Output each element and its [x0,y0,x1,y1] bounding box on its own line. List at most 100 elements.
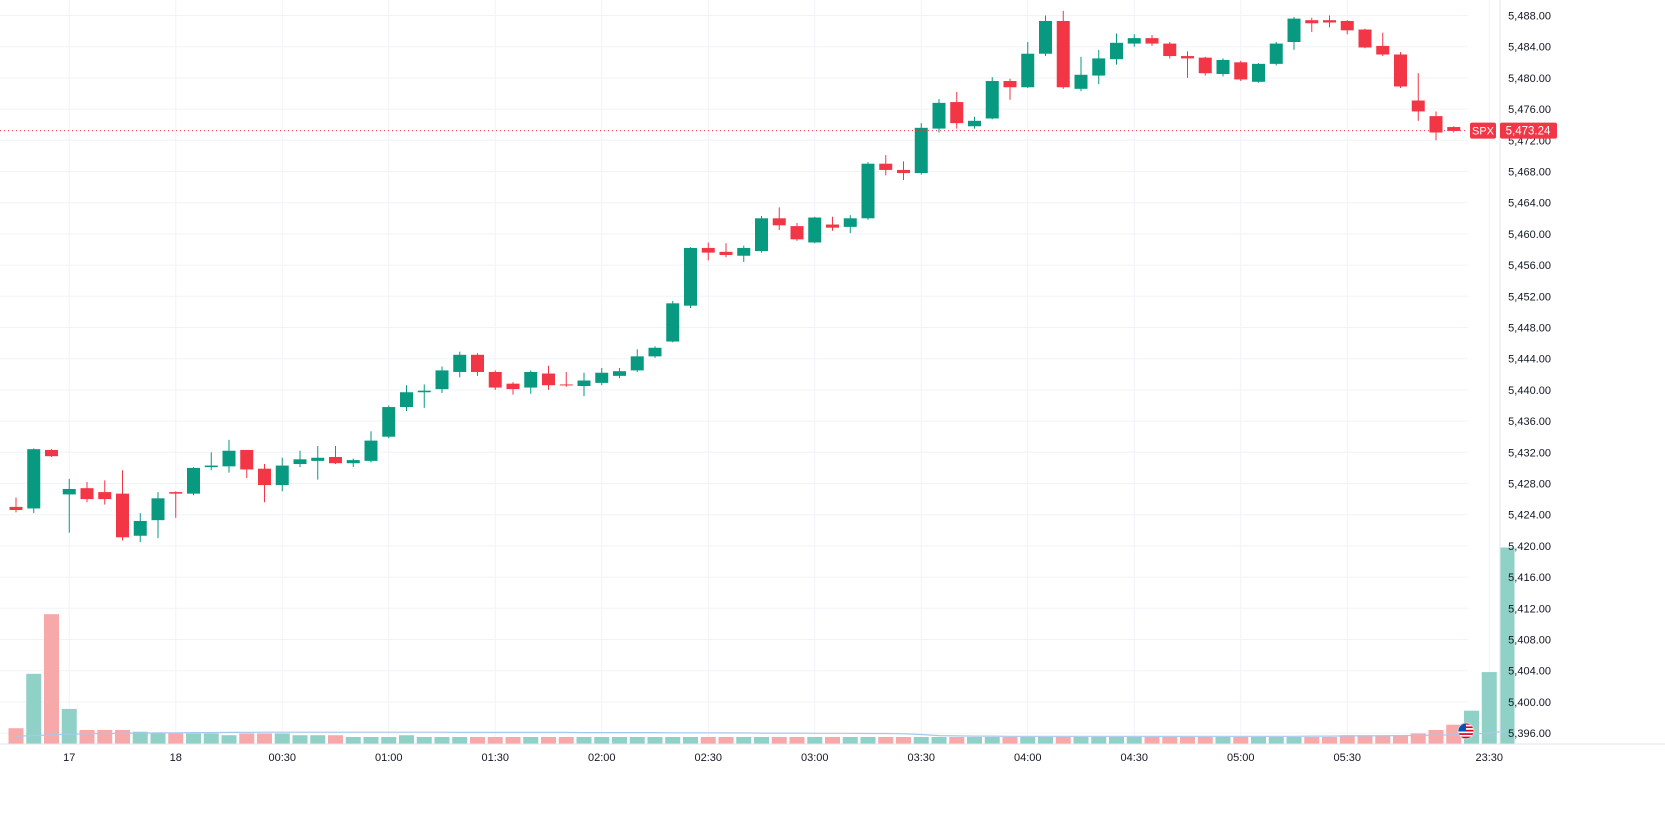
candle [382,405,396,439]
volume-bar [381,736,397,744]
volume-bar [8,728,24,744]
candle-body [311,457,325,461]
volume-bar [150,733,166,744]
candle-body [45,449,58,457]
volume-bar [1357,735,1373,744]
candle [808,216,822,244]
time-tick-label: 01:00 [375,752,403,764]
candle [719,243,733,258]
candle [435,366,449,394]
volume-bar [647,736,663,744]
candle [62,478,76,533]
candle-body [471,354,484,372]
candle-body [932,102,946,129]
candle [772,207,786,230]
candle-body [98,492,112,500]
candle-body [1216,59,1230,74]
candle-body [843,218,857,227]
volume-bar [878,736,894,744]
volume-bar [967,736,982,744]
volume-bar [665,736,681,744]
volume-bars [8,547,1515,744]
volume-bar [470,736,485,744]
candle [577,372,591,397]
time-axis[interactable]: 17 18 00:30 01:00 01:30 02:00 02:30 03:00 03:30 0… [0,743,1665,764]
volume-bar [452,736,468,744]
last-price-tag: SPX 5,473.24 [1470,122,1557,139]
candle [1429,111,1443,141]
volume-bar [771,736,787,744]
candle [1198,56,1212,76]
price-axis[interactable]: 5,396.00 5,400.00 5,404.00 5,408.00 5,412.00… [1499,0,1551,744]
candle [595,368,609,386]
volume-bar [1428,729,1444,744]
us-flag-icon[interactable] [1457,722,1475,740]
volume-bar [132,731,148,744]
candle-body [240,449,254,470]
candle [1376,32,1390,57]
volume-bar [44,614,59,744]
candle [684,247,697,308]
candle [169,491,183,518]
candle [1269,42,1283,66]
volume-bar [79,729,95,744]
candle [613,368,626,379]
volume-bar [115,729,130,744]
candle [453,351,467,378]
candle-body [524,371,538,388]
time-tick-label: 04:30 [1120,752,1148,764]
candle-body [435,370,449,390]
price-tick-label: 5,480.00 [1508,73,1551,85]
price-badge [1500,122,1557,139]
price-tick-label: 5,464.00 [1508,198,1551,210]
time-tick-label: 03:00 [801,752,829,764]
volume-bar [1109,736,1124,744]
price-tick-label: 5,396.00 [1508,728,1551,740]
candle-body [755,218,768,252]
volume-bar [310,735,326,744]
price-tick-label: 5,408.00 [1508,635,1551,647]
volume-bar [1197,736,1213,744]
candle-body [1056,20,1070,88]
candle-body [968,120,981,127]
candle [27,448,41,514]
price-tick-label: 5,456.00 [1508,260,1551,272]
volume-bar [1233,736,1249,744]
volume-bar [842,736,858,744]
candle [1394,52,1407,89]
candle [1340,20,1354,35]
candle [1216,58,1230,77]
price-tick-label: 5,476.00 [1508,104,1551,116]
price-tick-label: 5,428.00 [1508,479,1551,491]
volume-bar [505,736,521,744]
volume-bar [1180,736,1195,744]
candle-body [1447,127,1461,131]
candle [1163,42,1177,59]
candle-body [826,224,839,228]
symbol-label: SPX [1472,126,1495,138]
candles [9,10,1461,542]
candle [1252,63,1265,83]
candle [1074,56,1088,92]
candle [204,452,218,471]
time-tick-label: 04:00 [1014,752,1042,764]
volume-bar [1393,735,1408,744]
candle [258,464,271,503]
candle [417,384,431,408]
candle [293,450,307,468]
candle-body [719,251,733,255]
candle [950,91,964,129]
volume-bar [345,736,361,744]
candle [471,353,484,376]
volume-bar [594,736,610,744]
volume-bar [1499,547,1515,744]
candle-body [1358,29,1372,48]
volume-bar [807,736,823,744]
volume-bar [913,736,929,744]
candle-body [950,102,964,124]
price-tick-label: 5,440.00 [1508,385,1551,397]
volume-bar [434,736,450,744]
candle [1021,42,1035,89]
price-tick-label: 5,404.00 [1508,666,1551,678]
